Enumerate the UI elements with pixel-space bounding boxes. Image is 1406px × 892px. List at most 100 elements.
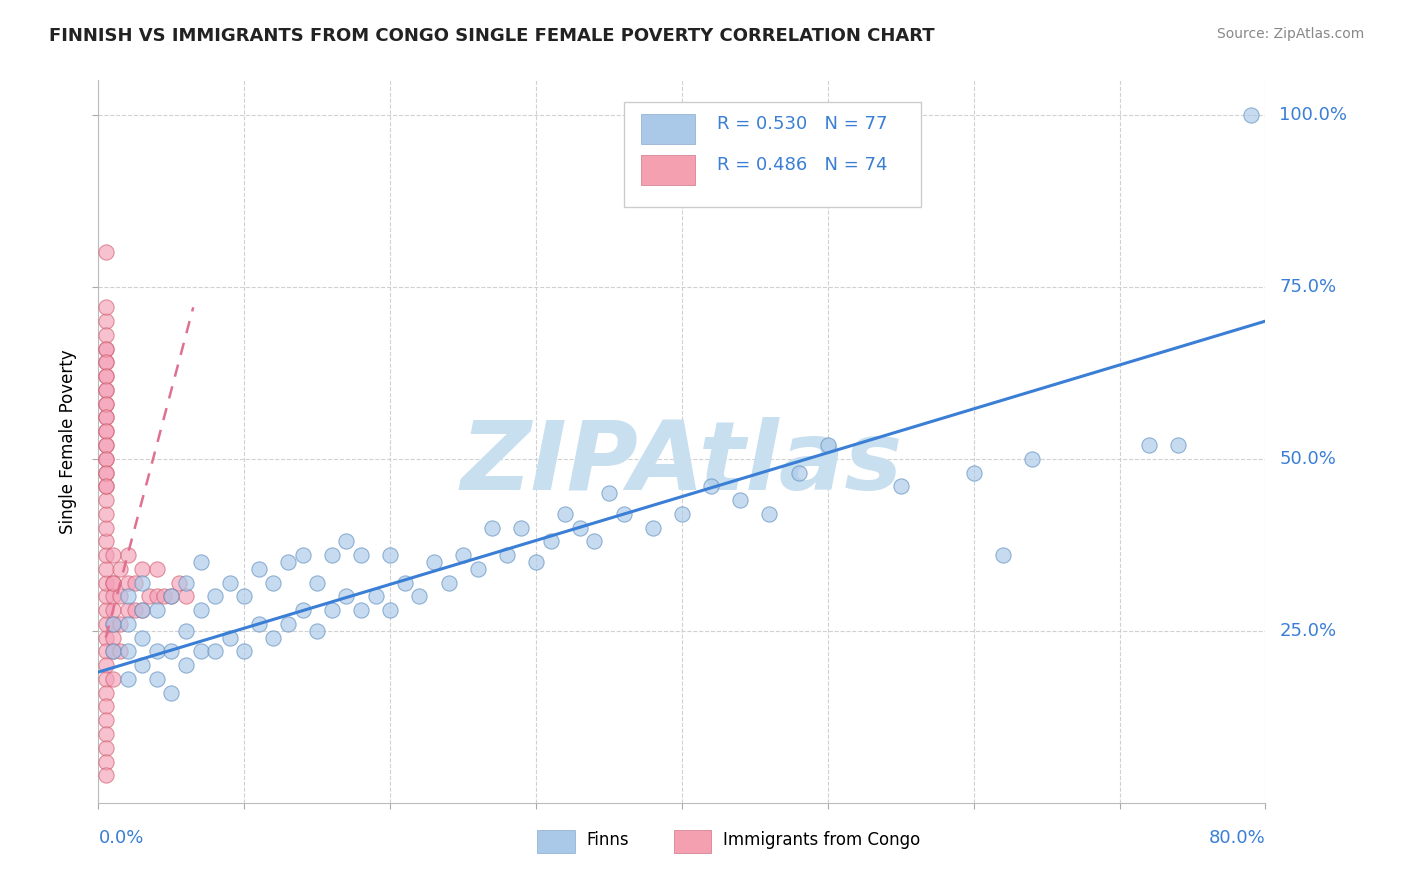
Text: Immigrants from Congo: Immigrants from Congo [723, 831, 920, 849]
Point [94, 548, 117, 562]
Point [612, 507, 634, 521]
Point [117, 672, 139, 686]
Point [94, 686, 117, 700]
Point [160, 644, 183, 658]
Point [247, 616, 270, 631]
Point [101, 603, 124, 617]
Point [94, 438, 117, 452]
Point [364, 590, 387, 604]
Point [408, 590, 430, 604]
Point [94, 410, 117, 425]
Point [380, 603, 402, 617]
Point [94, 507, 117, 521]
Point [101, 616, 124, 631]
Point [174, 624, 197, 638]
Point [817, 438, 839, 452]
Point [110, 590, 132, 604]
Point [890, 479, 912, 493]
Point [94, 768, 117, 782]
FancyBboxPatch shape [537, 830, 575, 853]
Point [131, 658, 153, 673]
Point [467, 562, 489, 576]
Point [307, 575, 329, 590]
Point [146, 644, 169, 658]
Point [380, 548, 402, 562]
Point [138, 590, 160, 604]
Point [94, 342, 117, 356]
Point [167, 575, 190, 590]
Point [94, 644, 117, 658]
Point [94, 740, 117, 755]
Point [350, 603, 373, 617]
Point [117, 644, 139, 658]
Point [1021, 451, 1043, 466]
Point [524, 555, 547, 569]
Point [94, 672, 117, 686]
FancyBboxPatch shape [641, 154, 695, 185]
Text: 80.0%: 80.0% [1209, 829, 1265, 847]
Point [94, 327, 117, 342]
Point [233, 644, 256, 658]
FancyBboxPatch shape [641, 113, 695, 144]
Point [540, 534, 562, 549]
Point [124, 603, 146, 617]
Point [991, 548, 1014, 562]
Point [94, 520, 117, 534]
Point [758, 507, 780, 521]
Point [146, 603, 169, 617]
Point [94, 451, 117, 466]
Point [94, 355, 117, 369]
Point [94, 713, 117, 727]
Point [94, 466, 117, 480]
Point [94, 755, 117, 769]
Point [101, 575, 124, 590]
Point [117, 603, 139, 617]
Point [94, 245, 117, 260]
Point [321, 603, 343, 617]
Point [700, 479, 723, 493]
Point [233, 590, 256, 604]
Point [94, 383, 117, 397]
Point [496, 548, 519, 562]
Point [94, 355, 117, 369]
Point [554, 507, 576, 521]
Point [730, 493, 752, 508]
Text: ZIPAtlas: ZIPAtlas [461, 417, 903, 509]
Point [94, 631, 117, 645]
Point [153, 590, 176, 604]
Point [110, 562, 132, 576]
Text: R = 0.486   N = 74: R = 0.486 N = 74 [717, 156, 887, 174]
Point [218, 575, 240, 590]
Point [641, 520, 664, 534]
Point [174, 590, 197, 604]
Point [423, 555, 446, 569]
Point [94, 397, 117, 411]
Point [321, 548, 343, 562]
Text: R = 0.530   N = 77: R = 0.530 N = 77 [717, 115, 887, 133]
Point [1137, 438, 1160, 452]
Point [394, 575, 416, 590]
Point [437, 575, 460, 590]
Point [131, 603, 153, 617]
Point [94, 301, 117, 315]
Point [94, 616, 117, 631]
Point [568, 520, 591, 534]
Point [94, 603, 117, 617]
Y-axis label: Single Female Poverty: Single Female Poverty [59, 350, 77, 533]
Point [1167, 438, 1189, 452]
Point [110, 644, 132, 658]
Point [94, 493, 117, 508]
Point [131, 562, 153, 576]
Point [101, 631, 124, 645]
Point [204, 644, 226, 658]
Point [101, 644, 124, 658]
Point [146, 590, 169, 604]
Point [204, 590, 226, 604]
Point [94, 590, 117, 604]
Point [307, 624, 329, 638]
Point [94, 479, 117, 493]
Point [101, 672, 124, 686]
Point [94, 699, 117, 714]
Point [94, 369, 117, 384]
Point [174, 575, 197, 590]
